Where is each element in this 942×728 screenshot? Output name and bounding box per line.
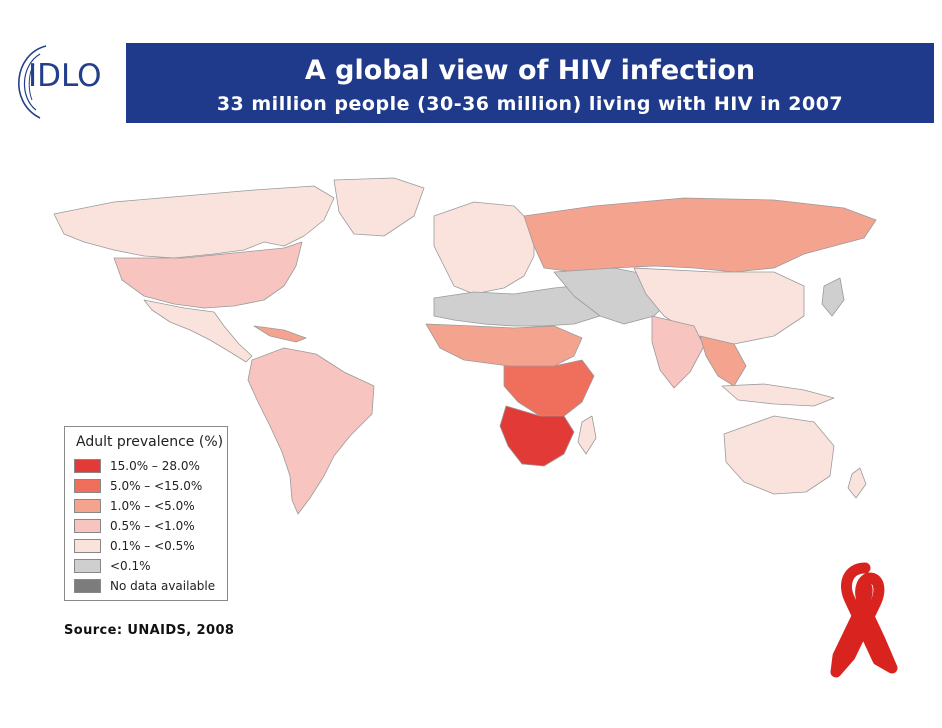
- legend-label: 0.5% – <1.0%: [110, 519, 195, 533]
- region-greenland: [333, 177, 425, 237]
- region-india: [651, 315, 705, 389]
- legend-label: 0.1% – <0.5%: [110, 539, 195, 553]
- legend-swatch: [74, 519, 101, 533]
- region-australia: [723, 415, 835, 495]
- legend-swatch: [74, 579, 101, 593]
- legend-swatch: [74, 479, 101, 493]
- region-south-america: [247, 347, 375, 515]
- region-russia: [523, 197, 877, 273]
- page-title: A global view of HIV infection: [304, 55, 756, 86]
- region-indonesia: [721, 383, 835, 407]
- legend-label: 1.0% – <5.0%: [110, 499, 195, 513]
- region-se-asia: [699, 335, 747, 387]
- region-madagascar: [577, 415, 597, 455]
- region-japan: [821, 277, 845, 317]
- region-east-africa: [503, 359, 595, 417]
- legend-title: Adult prevalence (%): [76, 434, 224, 450]
- world-map: [34, 176, 880, 596]
- legend-swatch: [74, 459, 101, 473]
- page-subtitle: 33 million people (30-36 million) living…: [216, 93, 844, 115]
- legend-label: <0.1%: [110, 559, 151, 573]
- region-europe: [433, 201, 535, 295]
- red-ribbon-icon: [820, 560, 910, 684]
- legend-swatch: [74, 539, 101, 553]
- region-north-africa: [433, 283, 615, 327]
- title-banner: A global view of HIV infection 33 millio…: [126, 43, 934, 123]
- legend-swatch: [74, 499, 101, 513]
- region-west-africa: [425, 323, 583, 369]
- legend-label: 15.0% – 28.0%: [110, 459, 200, 473]
- legend-label: 5.0% – <15.0%: [110, 479, 203, 493]
- region-usa: [113, 241, 303, 309]
- world-map-svg: [53, 177, 877, 515]
- region-southern-africa: [499, 405, 575, 467]
- region-caribbean: [253, 325, 307, 343]
- region-canada: [53, 185, 335, 259]
- region-asia: [633, 267, 805, 345]
- region-mexico: [143, 299, 253, 363]
- region-new-zealand: [847, 467, 867, 499]
- map-legend: Adult prevalence (%) 15.0% – 28.0% 5.0% …: [64, 426, 228, 601]
- legend-swatch: [74, 559, 101, 573]
- legend-label: No data available: [110, 579, 216, 593]
- logo-text: IDLO: [28, 58, 102, 94]
- source-note: Source: UNAIDS, 2008: [64, 623, 235, 638]
- globe-arc-icon: [17, 45, 47, 119]
- idlo-logo: IDLO: [6, 40, 126, 124]
